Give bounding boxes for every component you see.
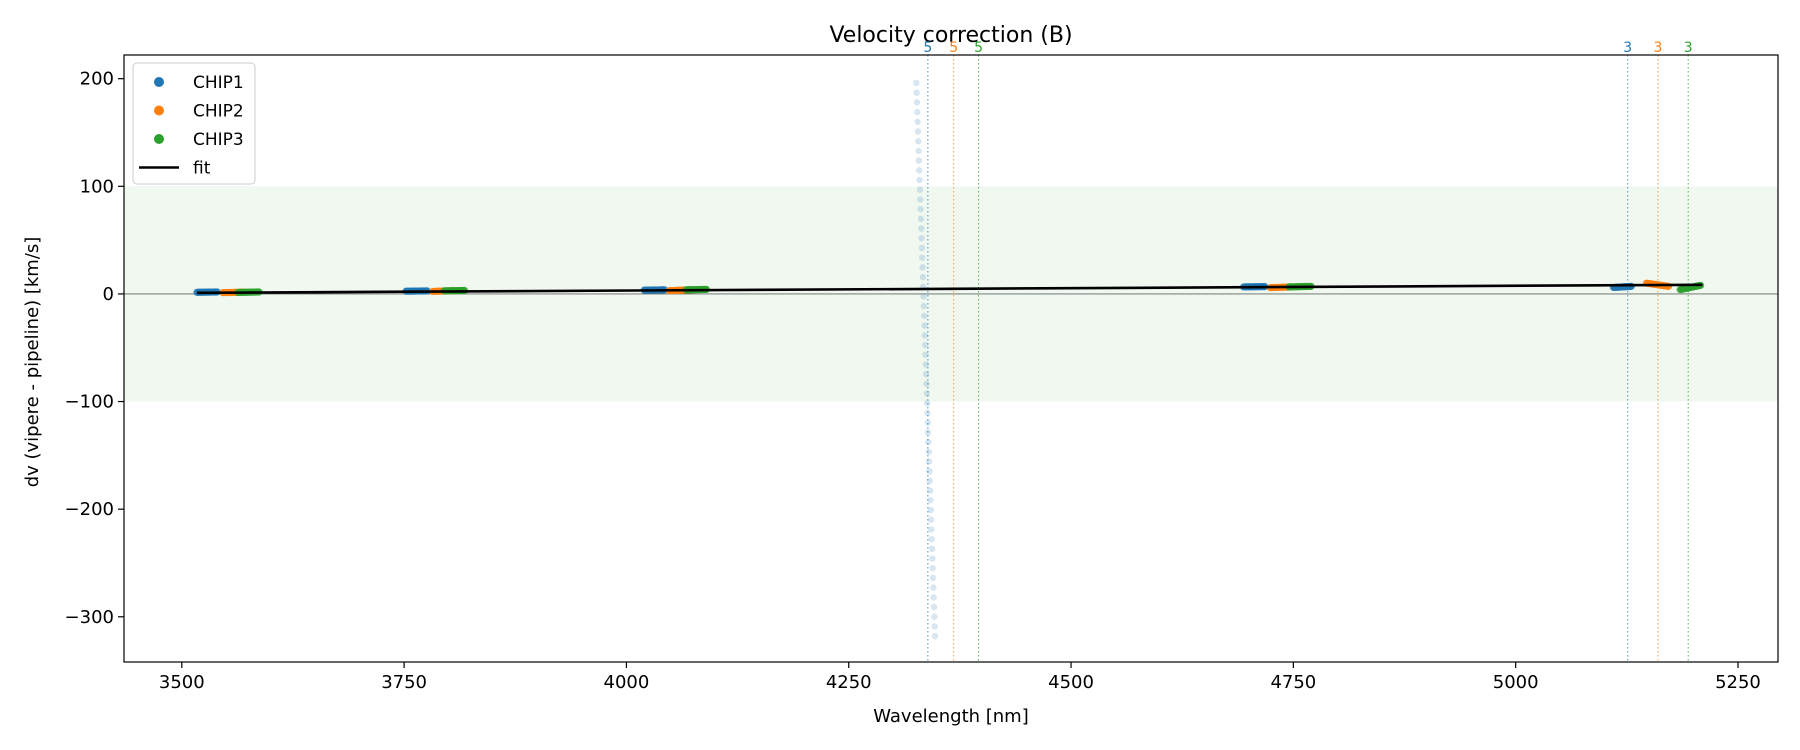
outlier-point <box>916 186 924 193</box>
x-tick-label: 3500 <box>159 672 205 693</box>
outlier-point <box>919 264 926 271</box>
outlier-point <box>925 458 933 465</box>
legend-marker <box>154 134 164 144</box>
outlier-point <box>921 332 929 339</box>
outlier-point <box>926 487 934 494</box>
plot-frame <box>123 54 1779 663</box>
outlier-point <box>921 341 929 349</box>
outlier-point <box>916 167 923 174</box>
outlier-point <box>915 138 922 145</box>
legend-marker <box>154 105 164 116</box>
outlier-point <box>929 565 936 572</box>
marker-vline-label: 3 <box>1653 40 1662 56</box>
legend: CHIP1 CHIP2 CHIP3 fit <box>132 62 256 185</box>
outlier-point <box>923 390 931 397</box>
outlier-point <box>931 623 938 630</box>
outlier-point <box>925 448 932 455</box>
x-tick-label: 4000 <box>604 672 650 693</box>
outlier-point <box>930 584 937 591</box>
outlier-point <box>921 322 928 329</box>
x-tick-label: 5000 <box>1493 672 1539 693</box>
legend-marker <box>154 77 164 87</box>
x-tick-label: 3750 <box>381 672 427 693</box>
outlier-point <box>924 409 931 417</box>
outlier-point <box>924 419 931 426</box>
outlier-point <box>913 89 920 96</box>
outlier-point <box>926 477 933 485</box>
outlier-point <box>924 429 932 436</box>
outlier-point <box>928 526 935 533</box>
y-tick-label: 200 <box>80 69 114 90</box>
marker-vline-label: 3 <box>1623 40 1632 56</box>
marker-vline-label: 3 <box>1684 40 1693 56</box>
legend-label: CHIP3 <box>193 130 244 150</box>
outlier-point <box>918 225 925 232</box>
outlier-point <box>927 516 935 523</box>
outlier-point <box>920 302 928 310</box>
x-tick-label: 4750 <box>1270 672 1316 693</box>
outlier-point <box>914 128 922 135</box>
outlier-point <box>920 293 927 300</box>
x-tick-label: 4250 <box>826 672 872 693</box>
outlier-point <box>930 603 938 611</box>
outlier-point <box>931 613 938 620</box>
outlier-point <box>931 632 939 640</box>
y-axis-label: dv (vipere - pipeline) [km/s] <box>22 237 43 488</box>
marker-vline-label: 5 <box>949 40 958 56</box>
outlier-point <box>926 467 933 475</box>
y-tick-label: −300 <box>65 607 114 628</box>
fit-line <box>196 283 1703 295</box>
outlier-point <box>913 79 920 87</box>
outlier-point <box>930 594 937 601</box>
outlier-point <box>915 157 923 164</box>
outlier-point <box>919 254 926 261</box>
outlier-point <box>929 555 936 562</box>
x-axis-label: Wavelength [nm] <box>873 706 1029 727</box>
outlier-point <box>928 535 935 543</box>
x-tick-label: 5250 <box>1715 672 1761 693</box>
outlier-point <box>923 380 930 388</box>
outlier-point <box>922 351 929 358</box>
y-tick-label: −100 <box>65 392 114 413</box>
outlier-point <box>929 574 937 582</box>
legend-label: fit <box>193 159 211 179</box>
outlier-point <box>916 176 923 184</box>
outlier-point <box>928 545 936 553</box>
chart-title: Velocity correction (B) <box>829 23 1072 48</box>
outlier-point <box>927 497 934 504</box>
outlier-point <box>923 400 931 407</box>
marker-vline-label: 5 <box>923 40 932 56</box>
outlier-point <box>919 273 927 281</box>
outlier-point <box>917 215 925 223</box>
outlier-point <box>917 196 924 203</box>
legend-label: CHIP2 <box>193 102 244 122</box>
outlier-point <box>914 118 921 126</box>
y-tick-label: 100 <box>80 176 114 197</box>
outlier-point <box>925 438 932 446</box>
marker-vline-label: 5 <box>974 40 983 56</box>
plot-area <box>124 55 1778 662</box>
outlier-point <box>915 147 922 155</box>
outlier-point <box>918 244 926 252</box>
outlier-point <box>922 370 930 378</box>
legend-label: CHIP1 <box>193 73 244 93</box>
y-tick-label: −200 <box>65 499 114 520</box>
outlier-point <box>920 312 928 320</box>
y-tick-label: 0 <box>103 284 114 305</box>
legend-box <box>132 62 256 185</box>
outlier-point <box>914 108 921 116</box>
outlier-point <box>922 361 930 368</box>
x-tick-label: 4500 <box>1048 672 1094 693</box>
outlier-point <box>917 205 924 213</box>
outlier-point <box>913 99 921 106</box>
outlier-point <box>927 506 934 514</box>
outlier-point <box>918 235 925 242</box>
